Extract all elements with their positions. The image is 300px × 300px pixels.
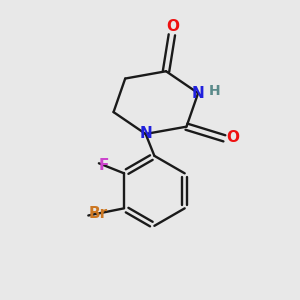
Text: O: O	[226, 130, 239, 145]
Text: O: O	[166, 19, 179, 34]
Text: H: H	[209, 84, 221, 98]
Text: N: N	[192, 85, 205, 100]
Text: F: F	[99, 158, 109, 173]
Text: Br: Br	[89, 206, 108, 221]
Text: N: N	[139, 127, 152, 142]
